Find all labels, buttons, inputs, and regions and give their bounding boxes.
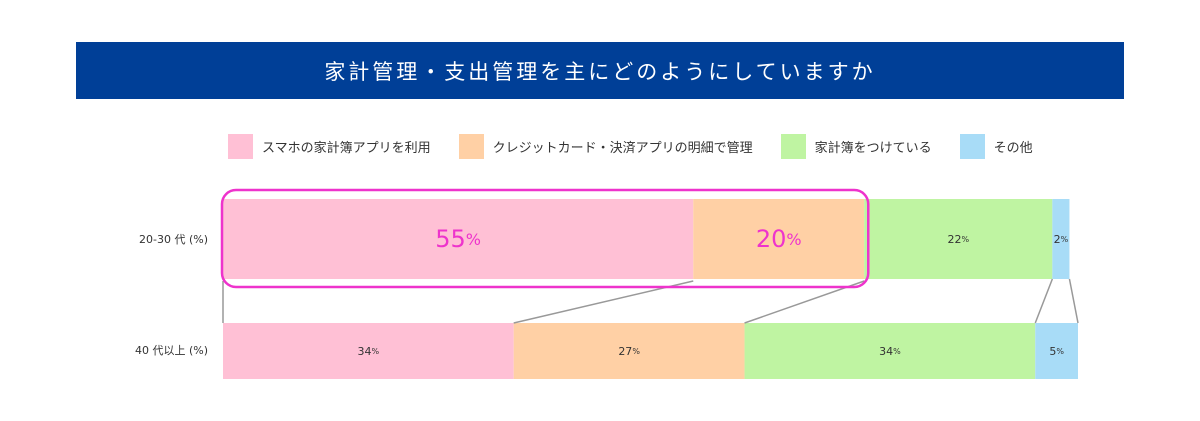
- bar-segment-row2-series4: [1035, 323, 1078, 379]
- bar-segment-row2-series1: [223, 323, 514, 379]
- bar-segment-row1-series2: [693, 199, 865, 279]
- legend-label-smartphone-app: スマホの家計簿アプリを利用: [262, 141, 431, 156]
- legend-swatch-card-statement: [458, 134, 484, 159]
- bar-segment-row1-series4: [1052, 199, 1070, 279]
- bar-segment-row1-series1: [223, 199, 694, 279]
- legend-item-card-statement: クレジットカード・決済アプリの明細で管理: [458, 134, 753, 159]
- legend-label-card-statement: クレジットカード・決済アプリの明細で管理: [492, 141, 753, 156]
- data-label-row1-series2: 20%: [756, 225, 802, 253]
- chart-title-bar: 家計管理・支出管理を主にどのようにしていますか: [76, 42, 1124, 99]
- data-label-row1-series4: 2%: [1054, 233, 1069, 246]
- data-label-row2-series3: 34%: [879, 345, 901, 358]
- row-label-20-30: 20-30 代 (%): [139, 233, 208, 246]
- bar-segment-row1-series3: [864, 199, 1053, 279]
- highlight-frame: [220, 188, 870, 289]
- legend-item-other: その他: [959, 134, 1033, 159]
- legend-label-other: その他: [993, 141, 1033, 156]
- legend: スマホの家計簿アプリを利用 クレジットカード・決済アプリの明細で管理 家計簿をつ…: [228, 134, 1033, 159]
- data-label-row1-series1: 55%: [435, 225, 481, 253]
- data-label-row2-series2: 27%: [618, 345, 640, 358]
- row-label-40-plus: 40 代以上 (%): [134, 344, 208, 357]
- bar-segment-row2-series2: [513, 323, 745, 379]
- connector-line-5: [1068, 278, 1079, 324]
- legend-swatch-other: [959, 134, 985, 159]
- data-label-row1-series3: 22%: [947, 233, 969, 246]
- legend-item-household-book: 家計簿をつけている: [780, 134, 932, 159]
- connector-line-4: [1034, 278, 1054, 324]
- legend-label-household-book: 家計簿をつけている: [814, 141, 932, 156]
- legend-swatch-smartphone-app: [228, 134, 253, 159]
- data-label-row2-series4: 5%: [1049, 345, 1064, 358]
- bar-segment-row2-series3: [744, 323, 1036, 379]
- data-label-row2-series1: 34%: [358, 345, 380, 358]
- legend-item-smartphone-app: スマホの家計簿アプリを利用: [228, 134, 431, 159]
- legend-swatch-household-book: [780, 134, 806, 159]
- chart-title: 家計管理・支出管理を主にどのようにしていますか: [324, 59, 876, 84]
